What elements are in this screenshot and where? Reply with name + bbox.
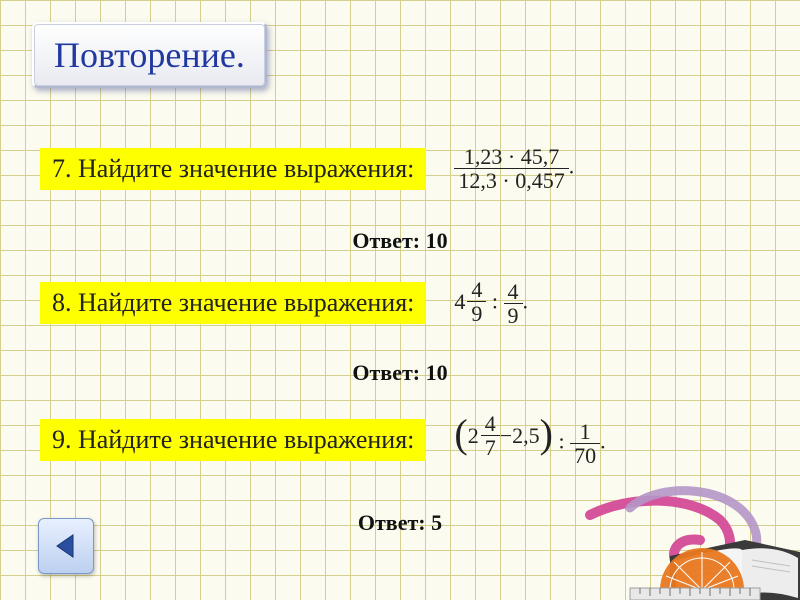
minus-sign: −: [500, 423, 512, 449]
problem-9-prompt: 9. Найдите значение выражения:: [40, 419, 426, 461]
back-button[interactable]: [38, 518, 94, 574]
p8-den: 9: [467, 301, 486, 325]
problem-9-row: 9. Найдите значение выражения: ( 2 4 7 −…: [40, 412, 606, 467]
problem-8-expression: 4 4 9 : 4 9 .: [454, 278, 528, 327]
problem-8-row: 8. Найдите значение выражения: 4 4 9 : 4…: [40, 278, 528, 327]
p8-num: 4: [467, 278, 486, 301]
problem-8-prompt: 8. Найдите значение выражения:: [40, 282, 426, 324]
p9-whole: 2: [468, 423, 479, 449]
p9-div-den: 70: [570, 443, 600, 467]
period: .: [523, 289, 529, 314]
p9-den: 7: [481, 435, 500, 459]
problem-7-row: 7. Найдите значение выражения: 1,23 · 45…: [40, 145, 574, 192]
p7-numerator: 1,23 · 45,7: [454, 145, 568, 168]
title-panel: Повторение.: [32, 22, 267, 88]
p7-denominator: 12,3 · 0,457: [454, 168, 568, 192]
p9-div-num: 1: [570, 420, 600, 443]
open-paren: (: [454, 418, 467, 450]
division-colon: :: [492, 289, 504, 314]
period: .: [600, 429, 606, 454]
problem-7-expression: 1,23 · 45,7 12,3 · 0,457 .: [454, 145, 574, 192]
problem-9-expression: ( 2 4 7 − 2,5 ) : 1 70 .: [454, 412, 605, 467]
p9-num: 4: [481, 412, 500, 435]
problem-7-prompt: 7. Найдите значение выражения:: [40, 148, 426, 190]
period: .: [569, 154, 575, 179]
p8-div-num: 4: [504, 280, 523, 303]
problem-8-answer: Ответ: 10: [0, 360, 800, 386]
problem-7-answer: Ответ: 10: [0, 228, 800, 254]
p9-sub: 2,5: [512, 423, 540, 449]
p8-div-den: 9: [504, 303, 523, 327]
page-title: Повторение.: [54, 35, 245, 75]
close-paren: ): [540, 418, 553, 450]
division-colon: :: [558, 429, 570, 454]
problem-9-answer: Ответ: 5: [0, 510, 800, 536]
p8-whole: 4: [454, 289, 465, 315]
triangle-left-icon: [51, 531, 81, 561]
